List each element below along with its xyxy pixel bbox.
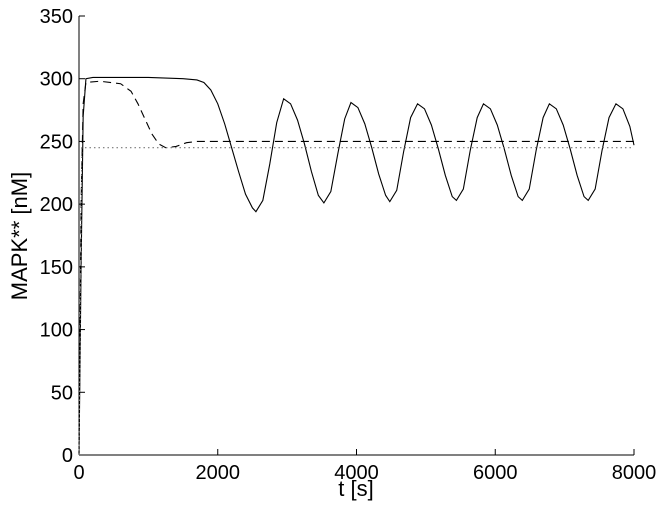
- y-tick-label: 350: [40, 6, 73, 28]
- y-tick-label: 100: [40, 320, 73, 342]
- series-line: [78, 147, 634, 456]
- y-tick-label: 250: [40, 131, 73, 153]
- series-line: [78, 76, 635, 456]
- y-tick-label: 300: [40, 69, 73, 91]
- x-tick-label: 6000: [473, 462, 518, 484]
- y-tick-label: 0: [62, 445, 73, 467]
- series-line: [78, 80, 634, 456]
- x-tick-label: 2000: [196, 462, 241, 484]
- y-tick-label: 50: [51, 382, 73, 404]
- y-axis-label: MAPK** [nM]: [7, 172, 32, 300]
- y-tick-label: 150: [40, 257, 73, 279]
- x-axis-label: t [s]: [338, 476, 373, 501]
- x-tick-label: 0: [73, 462, 84, 484]
- x-tick-label: 4000: [334, 462, 379, 484]
- y-tick-label: 200: [40, 194, 73, 216]
- x-tick-label: 8000: [612, 462, 657, 484]
